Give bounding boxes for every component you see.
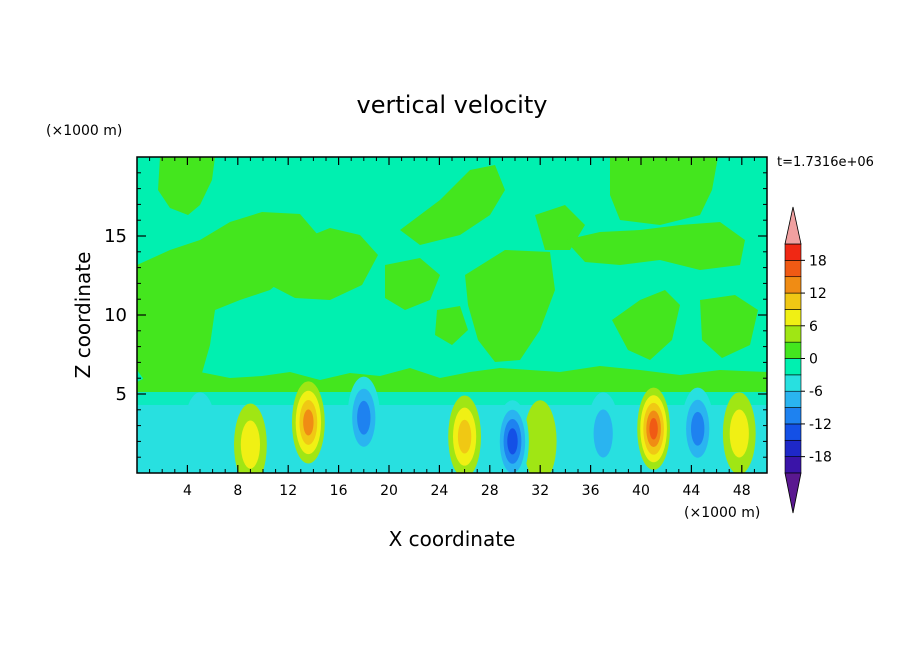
upper-patch [465,250,555,362]
upper-patch [137,212,318,395]
colorbar-tick-label: 6 [809,319,818,335]
colorbar-band [784,456,802,474]
colorbar-band [784,439,802,457]
x-units-label: (×1000 m) [684,505,760,521]
colorbar-band [784,341,802,359]
colorbar-band [784,407,802,425]
colorbar-tick-label: 0 [809,352,818,368]
x-tick-label: 16 [330,483,348,499]
downdraft-cell [593,409,613,458]
colorbar-extend-max [784,206,802,245]
colorbar-tick-label: -12 [809,417,832,433]
updraft-cell [457,419,472,454]
upper-patch [700,295,758,358]
colorbar-band [784,243,802,261]
feature-layer [183,376,756,473]
colorbar-band [784,358,802,376]
y-tick-label: 5 [116,384,127,405]
x-axis-label: X coordinate [389,527,516,551]
downdraft-cell [507,428,518,455]
colorbar-tick-label: -18 [809,450,832,466]
colorbar-band [784,276,802,294]
colorbar-band [784,309,802,327]
colorbar-band [784,423,802,441]
x-tick-label: 48 [733,483,751,499]
downdraft-cell [357,400,371,435]
x-tick-label: 20 [380,483,398,499]
colorbar-band [784,325,802,343]
x-tick-label: 40 [632,483,650,499]
updraft-cell [649,418,658,440]
upper-patch [270,228,378,300]
colorbar-tick-label: 18 [809,253,827,269]
x-axis-ticks: 4 8 12 16 20 24 28 32 36 40 44 48 [149,157,755,499]
downdraft-cell [183,392,217,473]
updraft-cell [729,409,749,458]
updraft-cell [303,409,314,436]
time-label: t=1.7316e+06 [777,155,874,170]
x-tick-label: 8 [233,483,242,499]
upper-patch [435,306,468,345]
x-tick-label: 44 [682,483,700,499]
colorbar-extend-min [784,472,802,514]
upper-patch [610,157,718,225]
colorbar-band [784,260,802,278]
colorbar-tick-label: 12 [809,286,827,302]
velocity-field [137,157,767,473]
upper-patch [158,157,215,215]
x-tick-label: 32 [531,483,549,499]
x-tick-label: 24 [430,483,448,499]
colorbar-band [784,390,802,408]
colorbar-band [784,292,802,310]
y-units-label: (×1000 m) [46,123,122,139]
x-tick-label: 36 [582,483,600,499]
colorbar-tick-label: -6 [809,384,823,400]
colorbar-band [784,374,802,392]
y-axis-ticks: 5 10 15 [104,172,767,458]
downdraft-cell [691,411,705,446]
upper-patch [612,290,680,360]
upper-patch [565,222,745,270]
y-tick-label: 10 [104,305,127,326]
colorbar: -18 -12 -6 0 6 12 18 [784,206,832,514]
upper-patch [385,258,440,310]
x-tick-label: 4 [183,483,192,499]
lower-band-edge [137,392,767,405]
lower-band-edge [137,366,767,392]
y-tick-label: 15 [104,226,127,247]
y-axis-label: Z coordinate [71,252,95,379]
updraft-cell [523,400,557,473]
x-tick-label: 12 [279,483,297,499]
upper-patch [400,165,505,245]
chart-title: vertical velocity [357,91,548,119]
x-tick-label: 28 [481,483,499,499]
updraft-cell [240,420,260,469]
